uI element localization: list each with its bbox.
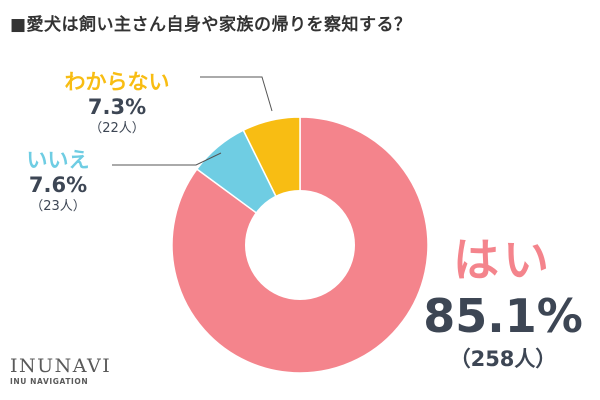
label-wakaranai-count: （22人）	[89, 121, 145, 136]
inunavi-logo: INUNAVI INU NAVIGATION	[10, 356, 111, 388]
label-iie-count: （23人）	[30, 199, 86, 214]
chart-title: ■愛犬は飼い主さん自身や家族の帰りを察知する？	[10, 15, 412, 35]
label-hai: はい 85.1% （258人）	[418, 232, 588, 374]
donut-hole	[245, 190, 355, 300]
leader-line-wakaranai	[200, 76, 273, 112]
logo-sub-text: INU NAVIGATION	[10, 377, 89, 386]
label-wakaranai-name: わからない	[64, 70, 170, 94]
label-wakaranai: わからない 7.3% （22人）	[52, 70, 182, 138]
label-iie-name: いいえ	[26, 148, 90, 172]
label-hai-name: はい	[453, 233, 553, 287]
label-hai-percent: 85.1%	[423, 289, 583, 343]
leader-line-iie	[112, 152, 222, 166]
logo-main-text: INUNAVI	[10, 355, 112, 377]
label-hai-count: （258人）	[449, 347, 557, 371]
label-iie-percent: 7.6%	[28, 173, 88, 197]
label-wakaranai-percent: 7.3%	[87, 95, 147, 119]
label-iie: いいえ 7.6% （23人）	[8, 148, 108, 216]
